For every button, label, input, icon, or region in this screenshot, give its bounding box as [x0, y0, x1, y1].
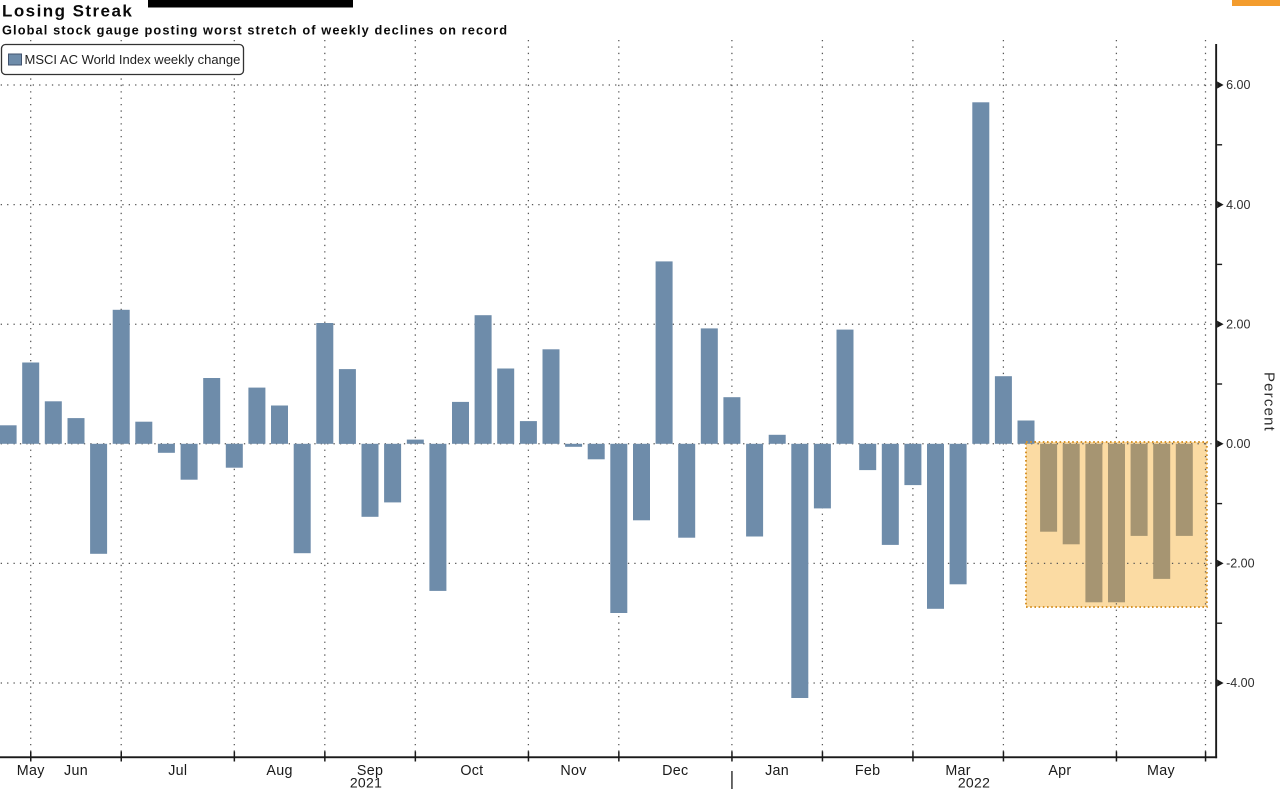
svg-text:Dec: Dec — [662, 763, 688, 779]
svg-text:Mar: Mar — [945, 763, 971, 779]
svg-text:Sep: Sep — [357, 763, 383, 779]
svg-text:Aug: Aug — [266, 763, 292, 779]
svg-text:Global stock gauge posting wor: Global stock gauge posting worst stretch… — [2, 23, 508, 38]
svg-text:-4.00: -4.00 — [1226, 676, 1255, 690]
svg-text:2.00: 2.00 — [1226, 317, 1250, 331]
svg-text:Jan: Jan — [765, 763, 789, 779]
svg-text:4.00: 4.00 — [1226, 198, 1250, 212]
svg-text:MSCI AC World Index weekly cha: MSCI AC World Index weekly change — [25, 52, 241, 67]
svg-text:Jul: Jul — [168, 763, 187, 779]
svg-text:Nov: Nov — [560, 763, 587, 779]
svg-text:-2.00: -2.00 — [1226, 557, 1255, 571]
svg-text:May: May — [1147, 763, 1175, 779]
svg-text:2021: 2021 — [350, 775, 382, 789]
svg-text:0.00: 0.00 — [1226, 437, 1250, 451]
svg-text:Jun: Jun — [64, 763, 88, 779]
svg-text:6.00: 6.00 — [1226, 78, 1250, 92]
svg-text:Percent: Percent — [1261, 372, 1278, 432]
svg-text:Losing Streak: Losing Streak — [2, 2, 133, 21]
svg-text:Apr: Apr — [1048, 763, 1071, 779]
svg-text:Feb: Feb — [855, 763, 881, 779]
svg-text:Oct: Oct — [460, 763, 483, 779]
svg-text:May: May — [17, 763, 45, 779]
svg-text:2022: 2022 — [958, 775, 990, 789]
